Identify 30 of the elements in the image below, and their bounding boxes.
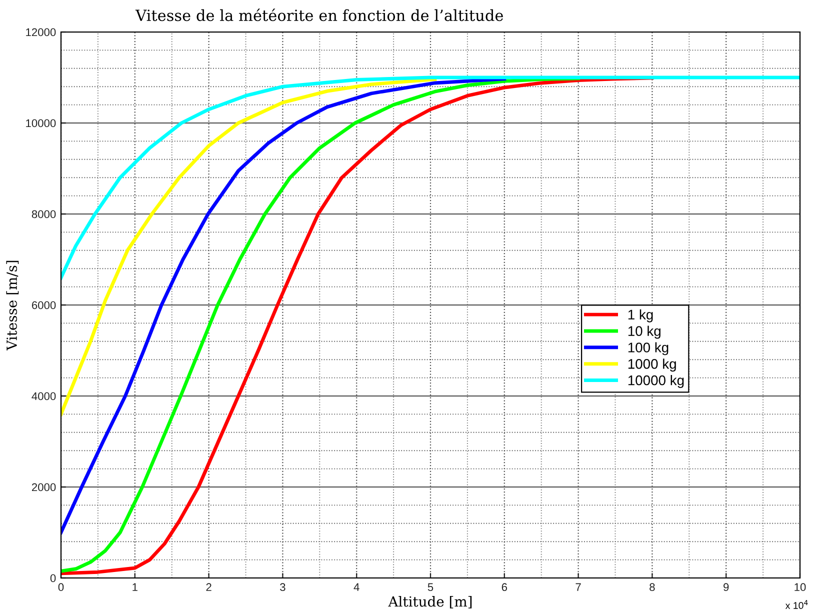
legend-label: 10 kg	[628, 326, 660, 339]
legend-label: 1000 kg	[628, 358, 676, 372]
x-tick-label: 2	[206, 583, 212, 591]
chart-title: Vitesse de la météorite en fonction de l’altitude	[135, 8, 503, 22]
x-axis-title: Altitude [m]	[388, 596, 472, 608]
y-tick-label: 12000	[26, 28, 56, 36]
y-tick-label: 8000	[32, 210, 56, 218]
y-tick-label: 10000	[26, 119, 56, 128]
line-series	[61, 78, 437, 416]
y-tick-label: 4000	[32, 392, 56, 400]
x-tick-label: 10	[794, 583, 806, 592]
x-tick-label: 9	[724, 583, 729, 592]
x-tick-label: 8	[650, 583, 655, 592]
legend-label: 10000 kg	[628, 375, 684, 388]
x-tick-label: 4	[354, 583, 360, 591]
x-tick-label: 6	[502, 583, 507, 592]
x-tick-label: 3	[280, 583, 286, 592]
x-tick-label: 5	[428, 583, 434, 592]
y-axis-title: Vitesse [m/s]	[6, 260, 19, 351]
line-series	[61, 76, 800, 280]
y-tick-label: 6000	[32, 301, 56, 310]
x-tick-label: 0	[58, 583, 64, 592]
text: x 10$^{4}$	[785, 600, 808, 609]
legend-label: 100 kg	[628, 342, 668, 356]
y-tick-label: 0	[50, 574, 56, 582]
x-tick-label: 7	[576, 583, 581, 591]
x-tick-label: 1	[132, 583, 138, 591]
legend-label: 1 kg	[628, 309, 653, 322]
line-series	[61, 77, 506, 534]
y-tick-label: 2000	[32, 483, 56, 492]
